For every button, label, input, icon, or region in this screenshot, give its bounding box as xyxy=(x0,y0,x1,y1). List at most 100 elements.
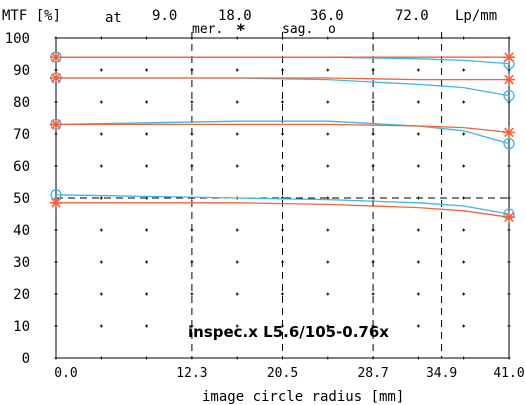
grid-dot xyxy=(417,228,419,232)
grid-dot xyxy=(327,356,329,360)
grid-dot xyxy=(327,196,329,200)
star-stroke xyxy=(51,197,61,208)
series-line-sag-36.0 xyxy=(55,120,510,145)
grid-dot xyxy=(282,228,283,232)
watermark: inspec.x L5.6/105-0.76x xyxy=(188,323,389,341)
star-stroke xyxy=(504,74,514,85)
y-tick-label: 60 xyxy=(13,159,30,175)
tick-labels: 0 10 20 30 40 50 60 70 80 90 100 0.0 12.3 20.5 28.7 34.… xyxy=(5,31,525,381)
grid-dot xyxy=(372,164,374,168)
grid-dot xyxy=(463,68,465,72)
grid-dot xyxy=(146,132,148,136)
grid-dot xyxy=(417,324,419,328)
grid-dot xyxy=(417,260,419,264)
grid-dot xyxy=(372,68,374,72)
grid-dot xyxy=(372,100,374,104)
series-line-mer-18.0 xyxy=(56,77,509,81)
y-tick-label: 40 xyxy=(13,223,30,239)
grid-dot xyxy=(372,260,374,264)
grid-dot xyxy=(236,356,238,360)
grid-dot xyxy=(191,228,193,232)
grid-dot xyxy=(236,260,238,264)
x-tick-label: 34.9 xyxy=(426,366,457,381)
grid-dot xyxy=(191,324,193,328)
star-stroke xyxy=(51,119,61,130)
grid-dot xyxy=(282,292,283,296)
legend-meridional-marker: * xyxy=(236,20,246,39)
y-tick-label: 30 xyxy=(13,255,30,271)
grid-dot xyxy=(372,324,374,328)
sag-end-marker xyxy=(503,89,515,102)
grid-dot xyxy=(191,260,193,264)
grid-dot xyxy=(508,68,510,72)
mer-end-marker xyxy=(503,51,515,64)
grid-dot xyxy=(417,356,419,360)
grid-dot xyxy=(100,292,102,296)
x-tick-label: 41.0 xyxy=(493,366,524,381)
grid-dot xyxy=(191,132,193,136)
grid-dot xyxy=(146,100,148,104)
mtf-axis-label: MTF [%] xyxy=(2,8,61,24)
mer-start-marker xyxy=(50,118,62,131)
grid-dot xyxy=(236,132,238,136)
star-stroke xyxy=(504,212,514,223)
grid-dot xyxy=(417,164,419,168)
star-stroke xyxy=(504,52,514,63)
grid-dot xyxy=(100,100,102,104)
grid-dot xyxy=(282,36,283,40)
grid-dot xyxy=(327,228,329,232)
grid-dot xyxy=(146,36,148,40)
grid-dot xyxy=(463,132,465,136)
grid-dot xyxy=(55,324,57,328)
grid-dot xyxy=(417,36,419,40)
grid-dot xyxy=(100,164,102,168)
at-label: at xyxy=(105,10,122,26)
mer-end-marker xyxy=(503,211,515,224)
mer-start-marker xyxy=(50,51,62,64)
grid-dot xyxy=(55,100,57,104)
y-tick-label: 100 xyxy=(5,31,30,47)
y-tick-label: 80 xyxy=(13,95,30,111)
grid-dot xyxy=(463,36,465,40)
grid-dot xyxy=(327,36,329,40)
grid-dot xyxy=(508,292,510,296)
grid-dot xyxy=(282,356,283,360)
grid-dot xyxy=(100,260,102,264)
freq-1-label: 9.0 xyxy=(152,8,177,24)
grid-dot xyxy=(417,100,419,104)
grid-dot xyxy=(372,356,374,360)
grid-dot xyxy=(282,260,283,264)
freq-4-label: 72.0 xyxy=(395,8,429,24)
grid-dot xyxy=(327,164,329,168)
grid-dot xyxy=(372,228,374,232)
grid-dot xyxy=(463,356,465,360)
grid-dot xyxy=(55,260,57,264)
grid-dot xyxy=(191,100,193,104)
grid-dot xyxy=(55,228,57,232)
y-tick-label: 50 xyxy=(13,191,30,207)
grid-dot xyxy=(100,356,102,360)
grid-dot xyxy=(327,292,329,296)
grid-dot xyxy=(146,196,148,200)
grid-dot xyxy=(282,100,283,104)
grid-dot xyxy=(55,292,57,296)
grid-dot xyxy=(55,68,57,72)
grid-dot xyxy=(146,228,148,232)
legend-sagittal-label: sag. xyxy=(282,22,313,37)
grid-dot xyxy=(417,68,419,72)
y-tick-label: 20 xyxy=(13,287,30,303)
grid-dot xyxy=(236,228,238,232)
x-axis-label: image circle radius [mm] xyxy=(202,389,404,405)
grid-dot xyxy=(508,100,510,104)
grid-dot xyxy=(100,324,102,328)
grid-dot xyxy=(282,132,283,136)
grid-dot xyxy=(463,292,465,296)
grid-dot xyxy=(100,36,102,40)
grid-dot xyxy=(282,196,283,200)
grid-dot xyxy=(236,68,238,72)
mer-start-marker xyxy=(50,196,62,209)
x-tick-label: 12.3 xyxy=(176,366,207,381)
grid-dot xyxy=(417,292,419,296)
unit-label: Lp/mm xyxy=(455,8,497,24)
grid-dot xyxy=(327,260,329,264)
